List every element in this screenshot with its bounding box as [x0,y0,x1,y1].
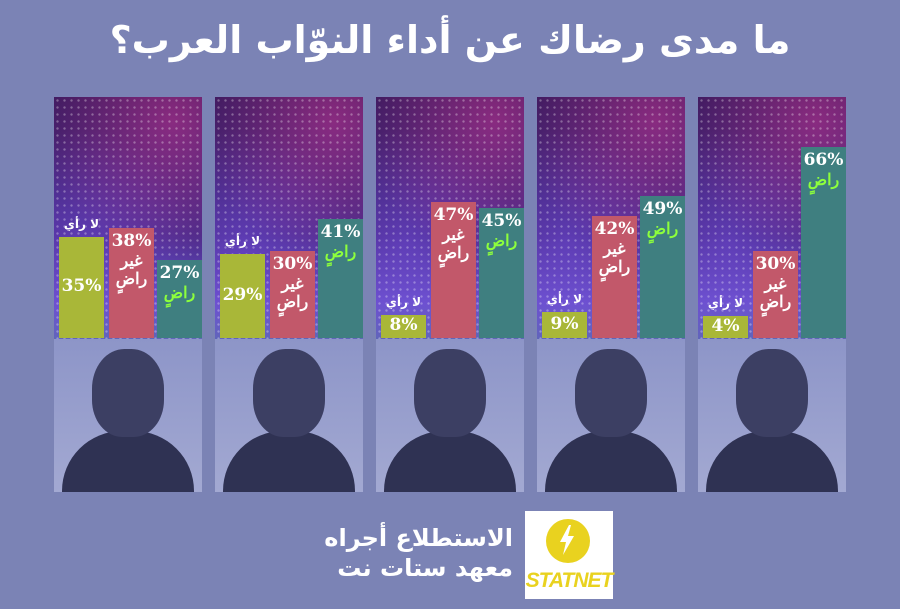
portrait-head [736,349,808,437]
chart-panel: 49% راضٍ 42% غير راضٍ 9% لا رأي [537,97,685,492]
label-satisfied: راضٍ [163,282,196,302]
label-satisfied: راضٍ [807,169,840,189]
portrait-body [384,431,516,492]
portrait-head [253,349,325,437]
bar-not-satisfied: 47% غير راضٍ [431,201,476,338]
logo-text: STATNET [525,569,614,592]
label-satisfied: راضٍ [324,242,357,262]
chart-panel: 41% راضٍ 30% غير راضٍ 29% لا رأي [215,97,363,492]
label-satisfied: راضٍ [485,230,518,250]
label-no-opinion: لا رأي [224,233,261,248]
portrait-head [575,349,647,437]
portrait-body [706,431,838,492]
bar-not-satisfied: 42% غير راضٍ [592,216,637,338]
data-label: 27% [159,262,200,283]
data-label: 29% [222,284,263,305]
bar-satisfied: 27% راضٍ [157,259,202,338]
portrait-body [62,431,194,492]
bar-no-opinion: 8% [381,314,426,338]
bar-not-satisfied: 38% غير راضٍ [109,227,154,338]
label-not-satisfied: غير [603,239,626,259]
data-label: 30% [272,254,313,274]
portrait [54,339,202,492]
data-label: 47% [433,204,474,225]
portrait [215,339,363,492]
chart-panel: 27% راضٍ 38% غير راضٍ 35% لا رأي [54,97,202,492]
portrait [376,339,524,492]
data-label: 49% [642,198,683,219]
data-label: 66% [803,149,844,170]
data-label: 8% [389,315,418,336]
poll-credit: الاستطلاع أجراه معهد ستات نت [300,523,513,583]
data-label: 30% [755,254,796,274]
label-no-opinion: لا رأي [546,291,583,306]
bar-not-satisfied: 30% غير راضٍ [753,251,798,338]
label-no-opinion: لا رأي [385,294,422,309]
portrait-body [223,431,355,492]
label-no-opinion: لا رأي [63,216,100,231]
label-no-opinion: لا رأي [707,296,744,310]
bar-satisfied: 49% راضٍ [640,195,685,338]
bar-satisfied: 45% راضٍ [479,207,524,338]
statnet-logo: STATNET [525,511,613,599]
data-label: 35% [61,276,102,297]
chart-title: ما مدى رضاك عن أداء النوّاب العرب؟ [109,18,791,62]
label-satisfied: راضٍ [646,218,679,238]
data-label: 42% [594,219,635,240]
data-label: 4% [711,316,740,336]
credit-line-1: الاستطلاع أجراه [324,524,513,552]
label-not-satisfied-2: راضٍ [759,292,792,311]
portrait [537,339,685,492]
bar-no-opinion: 9% [542,311,587,338]
data-label: 9% [550,313,579,334]
bar-satisfied: 66% راضٍ [801,146,846,338]
bar-no-opinion: 35% [59,236,104,338]
label-not-satisfied: غير [120,250,143,270]
label-not-satisfied: غير [764,274,787,293]
label-not-satisfied-2: راضٍ [115,268,148,288]
label-not-satisfied: غير [281,274,304,293]
portrait [698,339,846,492]
data-label: 41% [320,222,361,243]
label-not-satisfied-2: راضٍ [276,292,309,311]
chart-panel: 45% راضٍ 47% غير راضٍ 8% لا رأي [376,97,524,492]
portrait-head [414,349,486,437]
portrait-body [545,431,677,492]
data-label: 38% [111,230,152,251]
bar-no-opinion: 4% [703,316,748,338]
label-not-satisfied: غير [442,224,465,244]
label-not-satisfied-2: راضٍ [437,242,470,262]
credit-line-2: معهد ستات نت [337,554,513,582]
label-not-satisfied-2: راضٍ [598,257,631,277]
bar-not-satisfied: 30% غير راضٍ [270,251,315,338]
portrait-head [92,349,164,437]
bar-satisfied: 41% راضٍ [318,219,363,338]
chart-panel: 66% راضٍ 30% غير راضٍ 4% لا رأي [698,97,846,492]
bar-no-opinion: 29% [220,253,265,338]
bolt-glyph-icon [560,525,574,555]
data-label: 45% [481,210,522,231]
